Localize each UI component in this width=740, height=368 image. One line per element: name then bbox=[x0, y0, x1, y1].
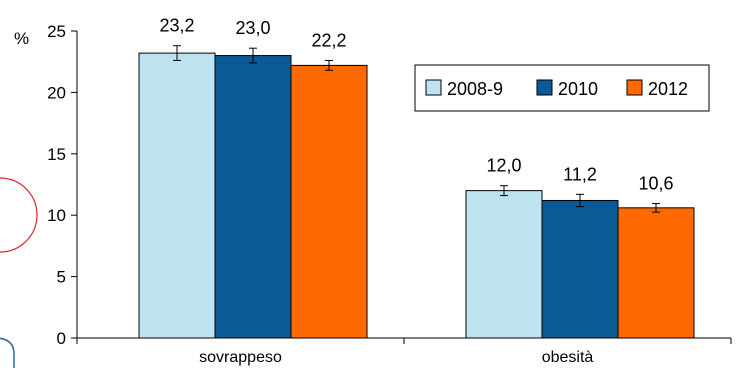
category-labels: sovrappeso obesità bbox=[199, 349, 593, 366]
y-tick-label: 5 bbox=[57, 268, 66, 287]
decorative-arc-red bbox=[0, 177, 38, 253]
category-label: obesità bbox=[542, 349, 594, 366]
legend-swatch bbox=[425, 79, 442, 96]
data-label: 10,6 bbox=[638, 174, 673, 194]
bar bbox=[138, 52, 216, 339]
data-label: 12,0 bbox=[486, 156, 521, 176]
data-label: 22,2 bbox=[311, 30, 346, 50]
error-bars bbox=[173, 45, 660, 213]
bar bbox=[214, 55, 292, 339]
y-axis-unit: % bbox=[14, 29, 29, 48]
legend-box bbox=[414, 64, 710, 112]
bar bbox=[617, 207, 695, 339]
category-label: sovrappeso bbox=[199, 349, 282, 366]
bar bbox=[541, 199, 619, 339]
data-labels: 23,2 23,0 22,2 12,0 11,2 10,6 bbox=[159, 16, 673, 194]
data-label: 23,2 bbox=[159, 16, 194, 36]
y-tick-label: 20 bbox=[47, 83, 66, 102]
legend-label: 2012 bbox=[648, 79, 688, 99]
y-tick-label: 25 bbox=[47, 22, 66, 41]
legend-swatch bbox=[536, 79, 553, 96]
y-tick-label: 10 bbox=[47, 206, 66, 225]
y-tick-label: 15 bbox=[47, 145, 66, 164]
legend-label: 2010 bbox=[558, 79, 598, 99]
legend-swatch bbox=[626, 79, 643, 96]
legend-label: 2008-9 bbox=[447, 79, 503, 99]
data-label: 23,0 bbox=[235, 18, 270, 38]
bar bbox=[290, 64, 368, 339]
bar bbox=[465, 190, 543, 339]
data-label: 11,2 bbox=[563, 164, 597, 184]
bars bbox=[138, 52, 695, 339]
legend: 2008-9 2010 2012 bbox=[414, 64, 710, 112]
y-tick-label: 0 bbox=[57, 329, 66, 348]
decorative-arc-blue bbox=[0, 337, 15, 368]
